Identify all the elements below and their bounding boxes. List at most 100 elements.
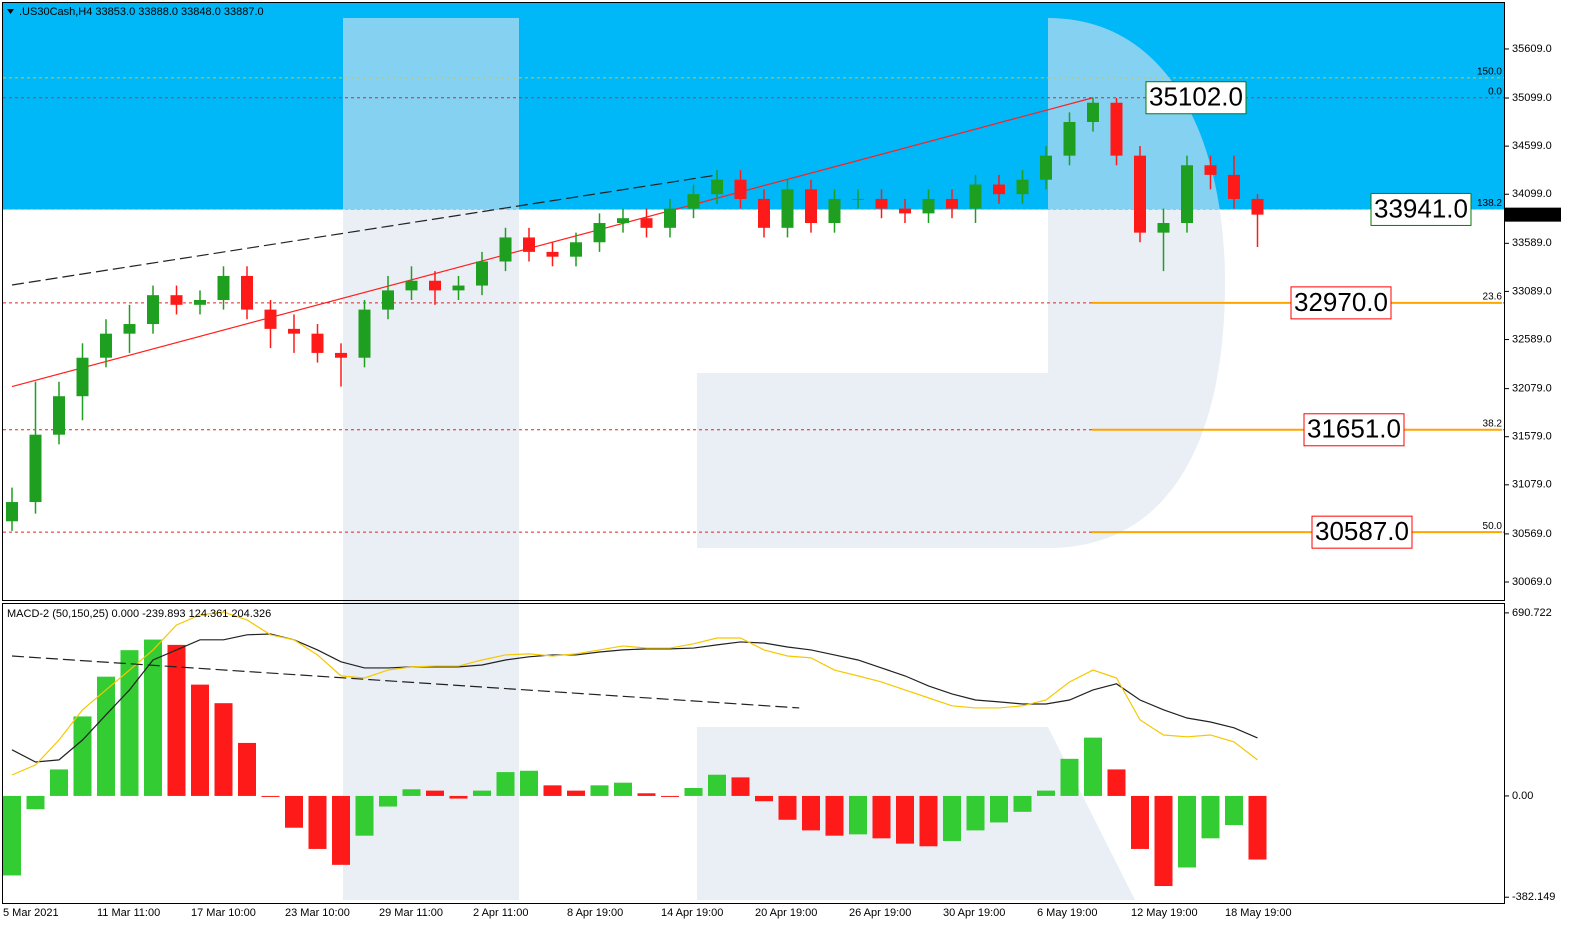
histogram-bar	[473, 790, 491, 796]
histogram-bar	[1131, 795, 1149, 849]
fib-zone	[3, 3, 1504, 210]
histogram-bar	[449, 795, 468, 799]
x-tick-label: 26 Apr 19:00	[849, 907, 911, 919]
candle-body	[264, 309, 277, 329]
fib-level-label: 138.2	[1477, 198, 1502, 209]
y-tick-label: 30069.0	[1512, 576, 1552, 588]
histogram-bar	[1107, 769, 1126, 796]
y-tick-label: 35609.0	[1512, 43, 1552, 55]
histogram-bar	[590, 785, 609, 796]
price-tag-label: 30587.0	[1315, 516, 1409, 546]
histogram-bar	[308, 795, 327, 849]
candle-body	[147, 295, 159, 325]
y-tick-label: 32589.0	[1512, 333, 1552, 345]
candle-body	[1063, 121, 1076, 156]
candle-body	[993, 184, 1005, 195]
candle-body	[476, 261, 488, 286]
x-tick-label: 29 Mar 11:00	[379, 907, 443, 919]
y-tick-label: 33089.0	[1512, 285, 1552, 297]
candle-body	[1110, 102, 1123, 156]
histogram-bar	[802, 795, 820, 831]
candle-body	[899, 208, 911, 214]
histogram-bar	[543, 785, 562, 796]
histogram-bar	[849, 795, 867, 835]
histogram-bar	[661, 795, 679, 797]
watermark-leg	[697, 727, 1135, 900]
x-tick-label: 11 Mar 11:00	[97, 907, 160, 919]
x-tick-label: 2 Apr 11:00	[473, 907, 528, 919]
x-tick-label: 5 Mar 2021	[3, 907, 59, 919]
candle-body	[53, 396, 65, 435]
candle-body	[405, 280, 418, 291]
candle-body	[758, 198, 770, 228]
candle-body	[1040, 155, 1052, 180]
macd-panel-frame	[2, 603, 1505, 904]
y-tick-label: 0.00	[1512, 790, 1533, 802]
menu-arrow[interactable]	[7, 9, 14, 14]
histogram-bar	[1248, 795, 1267, 860]
price-tag-label: 32970.0	[1294, 287, 1388, 317]
candle-body	[828, 198, 841, 224]
histogram-bar	[238, 742, 256, 796]
histogram-bar	[50, 769, 68, 796]
candle-body	[76, 357, 89, 397]
trend-line	[11, 97, 1094, 388]
candle-body	[1157, 223, 1170, 233]
candle-body	[1087, 102, 1099, 122]
histogram-bar	[684, 787, 703, 796]
candle-body	[335, 352, 347, 358]
histogram-bar	[778, 795, 797, 820]
candle-body	[1228, 174, 1240, 199]
histogram-bar	[1178, 795, 1196, 868]
price-tag-box	[1311, 515, 1413, 549]
fib-level-label: 38.2	[1483, 418, 1503, 429]
price-tag-box	[1290, 286, 1392, 320]
price-tag-label: 31651.0	[1307, 414, 1401, 444]
histogram-bar	[3, 795, 21, 876]
y-tick-label: 34099.0	[1512, 188, 1552, 200]
histogram-bar	[379, 795, 397, 807]
last-price-box	[1505, 207, 1561, 222]
histogram-bar	[214, 703, 233, 796]
histogram-bar	[97, 676, 115, 796]
candle-body	[1204, 165, 1217, 175]
fib-level-label: 0.0	[1488, 86, 1502, 97]
histogram-bar	[26, 795, 45, 810]
candle-body	[123, 324, 136, 334]
histogram-bar	[966, 795, 985, 831]
candle-body	[734, 179, 747, 199]
candle-body	[781, 189, 794, 228]
candle-body	[358, 309, 371, 358]
histogram-bar	[896, 795, 914, 844]
histogram-bar	[1060, 758, 1079, 796]
histogram-bar	[614, 782, 632, 796]
y-tick-label: 31079.0	[1512, 479, 1552, 491]
histogram-bar	[1084, 737, 1102, 796]
candle-body	[1251, 198, 1264, 215]
fib-level-label: 150.0	[1477, 67, 1502, 78]
histogram-bar	[567, 790, 585, 796]
y-tick-label: 33589.0	[1512, 237, 1552, 249]
price-tag-box	[1145, 81, 1247, 115]
histogram-bar	[825, 795, 844, 836]
candle-body	[946, 198, 958, 209]
macd-line	[11, 633, 1258, 763]
histogram-bar	[919, 795, 938, 847]
histogram-bar	[496, 772, 515, 796]
x-tick-label: 23 Mar 10:00	[285, 907, 350, 919]
y-tick-label: 35099.0	[1512, 92, 1552, 104]
x-tick-label: 30 Apr 19:00	[943, 907, 1005, 919]
watermark-stem	[343, 18, 519, 900]
histogram-bar	[355, 795, 374, 836]
candle-body	[1181, 165, 1193, 224]
candle-body	[852, 198, 864, 200]
y-tick-label: 690.722	[1512, 607, 1552, 619]
candle-body	[170, 295, 183, 305]
candle-body	[546, 251, 559, 257]
candle-body	[429, 280, 441, 291]
x-tick-label: 20 Apr 19:00	[755, 907, 817, 919]
watermark-bowl	[697, 18, 1225, 548]
x-tick-label: 18 May 19:00	[1225, 907, 1292, 919]
candle-body	[499, 237, 512, 262]
